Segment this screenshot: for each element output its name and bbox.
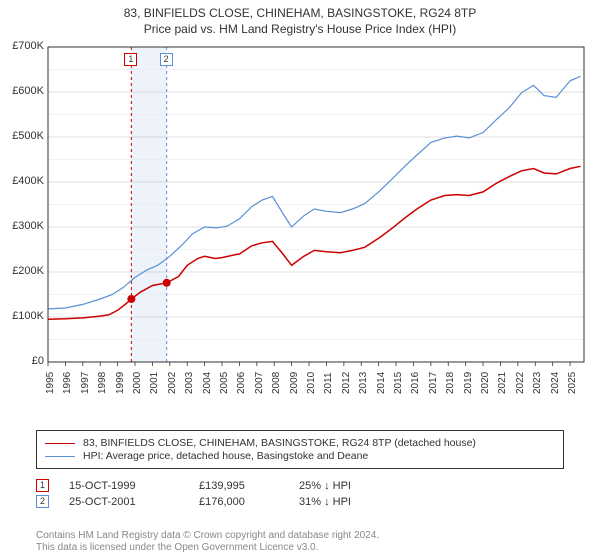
x-tick-label: 1996 bbox=[62, 372, 73, 394]
chart-title-line2: Price paid vs. HM Land Registry's House … bbox=[0, 22, 600, 36]
x-tick-label: 2011 bbox=[323, 372, 334, 394]
x-tick-label: 2009 bbox=[289, 372, 300, 394]
chart-svg bbox=[0, 42, 600, 414]
legend-row-hpi: HPI: Average price, detached house, Basi… bbox=[45, 450, 555, 462]
chart-area: £0 £100K £200K £300K £400K £500K £600K £700K 199… bbox=[0, 42, 600, 414]
y-tick-label: £600K bbox=[2, 85, 44, 97]
x-tick-label: 2017 bbox=[428, 372, 439, 394]
y-tick-label: £700K bbox=[2, 40, 44, 52]
x-tick-label: 2007 bbox=[254, 372, 265, 394]
x-tick-label: 2001 bbox=[149, 372, 160, 394]
x-tick-label: 2014 bbox=[376, 372, 387, 394]
sales-table: 1 15-OCT-1999 £139,995 25% ↓ HPI 2 25-OC… bbox=[36, 476, 564, 511]
x-tick-label: 1995 bbox=[45, 372, 56, 394]
legend-row-price-paid: 83, BINFIELDS CLOSE, CHINEHAM, BASINGSTO… bbox=[45, 437, 555, 449]
x-tick-label: 2002 bbox=[167, 372, 178, 394]
sale-2-delta: 31% ↓ HPI bbox=[299, 496, 399, 508]
chart-title-line1: 83, BINFIELDS CLOSE, CHINEHAM, BASINGSTO… bbox=[0, 6, 600, 20]
x-tick-label: 2018 bbox=[445, 372, 456, 394]
sale-1-delta: 25% ↓ HPI bbox=[299, 480, 399, 492]
x-tick-label: 2020 bbox=[480, 372, 491, 394]
x-tick-label: 2008 bbox=[271, 372, 282, 394]
sale-marker-1-icon: 1 bbox=[36, 479, 49, 492]
x-tick-label: 2013 bbox=[358, 372, 369, 394]
x-tick-label: 1997 bbox=[80, 372, 91, 394]
footer-attribution: Contains HM Land Registry data © Crown c… bbox=[36, 530, 379, 554]
y-tick-label: £400K bbox=[2, 175, 44, 187]
sales-row-1: 1 15-OCT-1999 £139,995 25% ↓ HPI bbox=[36, 479, 564, 492]
legend-box: 83, BINFIELDS CLOSE, CHINEHAM, BASINGSTO… bbox=[36, 430, 564, 469]
x-tick-label: 2000 bbox=[132, 372, 143, 394]
footer-line1: Contains HM Land Registry data © Crown c… bbox=[36, 530, 379, 542]
x-tick-label: 1999 bbox=[115, 372, 126, 394]
sale-1-date: 15-OCT-1999 bbox=[69, 480, 199, 492]
x-tick-label: 2021 bbox=[497, 372, 508, 394]
legend-label-price-paid: 83, BINFIELDS CLOSE, CHINEHAM, BASINGSTO… bbox=[83, 437, 476, 449]
x-tick-label: 2015 bbox=[393, 372, 404, 394]
x-tick-label: 2003 bbox=[184, 372, 195, 394]
y-tick-label: £100K bbox=[2, 310, 44, 322]
x-tick-label: 2023 bbox=[532, 372, 543, 394]
sale-marker-2-icon: 2 bbox=[36, 495, 49, 508]
x-tick-label: 2010 bbox=[306, 372, 317, 394]
legend-swatch-hpi bbox=[45, 456, 75, 457]
y-tick-label: £200K bbox=[2, 265, 44, 277]
legend-label-hpi: HPI: Average price, detached house, Basi… bbox=[83, 450, 368, 462]
x-tick-label: 2005 bbox=[219, 372, 230, 394]
sale-2-price: £176,000 bbox=[199, 496, 299, 508]
sale-2-date: 25-OCT-2001 bbox=[69, 496, 199, 508]
x-tick-label: 2016 bbox=[410, 372, 421, 394]
x-tick-label: 2024 bbox=[550, 372, 561, 394]
y-tick-label: £0 bbox=[2, 355, 44, 367]
sale-1-price: £139,995 bbox=[199, 480, 299, 492]
sales-row-2: 2 25-OCT-2001 £176,000 31% ↓ HPI bbox=[36, 495, 564, 508]
x-tick-label: 2006 bbox=[236, 372, 247, 394]
x-tick-label: 2022 bbox=[515, 372, 526, 394]
y-tick-label: £500K bbox=[2, 130, 44, 142]
x-tick-label: 2004 bbox=[202, 372, 213, 394]
x-tick-label: 1998 bbox=[97, 372, 108, 394]
footer-line2: This data is licensed under the Open Gov… bbox=[36, 542, 379, 554]
x-tick-label: 2019 bbox=[463, 372, 474, 394]
x-tick-label: 2012 bbox=[341, 372, 352, 394]
x-tick-label: 2025 bbox=[567, 372, 578, 394]
marker-box-icon: 1 bbox=[124, 53, 137, 66]
y-tick-label: £300K bbox=[2, 220, 44, 232]
marker-box-icon: 2 bbox=[160, 53, 173, 66]
legend-swatch-price-paid bbox=[45, 443, 75, 444]
